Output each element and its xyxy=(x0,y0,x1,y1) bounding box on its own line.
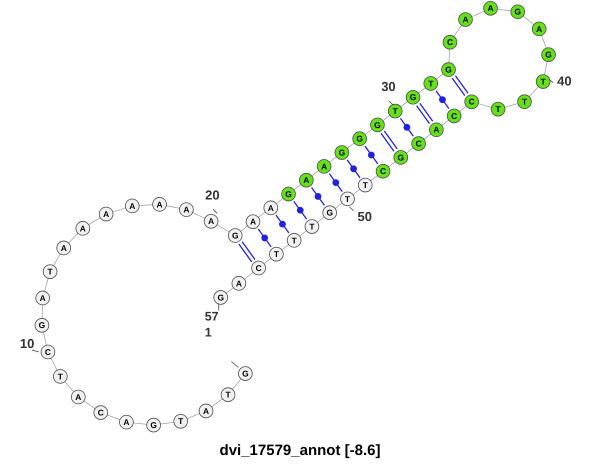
svg-text:C: C xyxy=(416,138,422,148)
svg-text:A: A xyxy=(103,209,109,219)
svg-text:A: A xyxy=(129,201,135,211)
svg-text:A: A xyxy=(433,125,439,135)
svg-text:G: G xyxy=(356,134,363,144)
svg-text:G: G xyxy=(398,152,405,162)
svg-text:C: C xyxy=(451,111,457,121)
svg-text:40: 40 xyxy=(557,74,571,89)
svg-text:C: C xyxy=(469,97,475,107)
svg-text:G: G xyxy=(374,120,381,130)
svg-text:G: G xyxy=(445,65,452,75)
svg-text:57: 57 xyxy=(205,310,219,324)
svg-text:G: G xyxy=(339,147,346,157)
svg-text:A: A xyxy=(123,417,129,427)
svg-text:A: A xyxy=(157,199,163,209)
svg-text:T: T xyxy=(496,104,502,114)
svg-text:1: 1 xyxy=(205,326,212,340)
svg-text:T: T xyxy=(58,371,64,381)
svg-text:50: 50 xyxy=(358,209,372,224)
svg-text:T: T xyxy=(363,180,369,190)
svg-text:C: C xyxy=(45,347,51,357)
svg-text:T: T xyxy=(522,97,528,107)
svg-text:T: T xyxy=(292,235,298,245)
svg-text:A: A xyxy=(462,14,468,24)
svg-text:A: A xyxy=(183,205,189,215)
svg-text:G: G xyxy=(217,292,224,302)
svg-text:G: G xyxy=(232,230,239,240)
svg-text:G: G xyxy=(326,208,333,218)
svg-text:C: C xyxy=(256,263,262,273)
svg-text:A: A xyxy=(80,223,86,233)
svg-text:A: A xyxy=(203,406,209,416)
svg-text:30: 30 xyxy=(381,79,395,94)
svg-text:T: T xyxy=(48,267,54,277)
svg-text:A: A xyxy=(487,3,493,13)
svg-text:T: T xyxy=(309,221,315,231)
svg-text:G: G xyxy=(150,420,157,430)
svg-text:A: A xyxy=(236,278,242,288)
svg-text:G: G xyxy=(39,320,46,330)
svg-text:A: A xyxy=(536,24,542,34)
svg-text:G: G xyxy=(545,50,552,60)
svg-text:20: 20 xyxy=(205,187,219,202)
svg-text:T: T xyxy=(225,390,231,400)
svg-text:A: A xyxy=(321,161,327,171)
svg-text:T: T xyxy=(178,416,184,426)
svg-text:10: 10 xyxy=(20,336,34,351)
svg-text:C: C xyxy=(98,407,104,417)
svg-text:A: A xyxy=(61,243,67,253)
svg-text:G: G xyxy=(410,92,417,102)
svg-text:dvi_17579_annot [-8.6]: dvi_17579_annot [-8.6] xyxy=(220,442,381,459)
svg-text:T: T xyxy=(428,78,434,88)
svg-text:A: A xyxy=(208,216,214,226)
svg-text:G: G xyxy=(285,189,292,199)
svg-text:T: T xyxy=(274,249,280,259)
svg-text:C: C xyxy=(447,37,453,47)
svg-text:A: A xyxy=(40,293,46,303)
svg-text:A: A xyxy=(303,175,309,185)
svg-text:A: A xyxy=(268,203,274,213)
svg-text:G: G xyxy=(514,7,521,17)
svg-text:G: G xyxy=(242,368,249,378)
svg-text:T: T xyxy=(393,106,399,116)
svg-text:C: C xyxy=(380,166,386,176)
svg-text:T: T xyxy=(541,76,547,86)
svg-text:A: A xyxy=(75,392,81,402)
svg-text:T: T xyxy=(345,194,351,204)
svg-text:A: A xyxy=(250,217,256,227)
